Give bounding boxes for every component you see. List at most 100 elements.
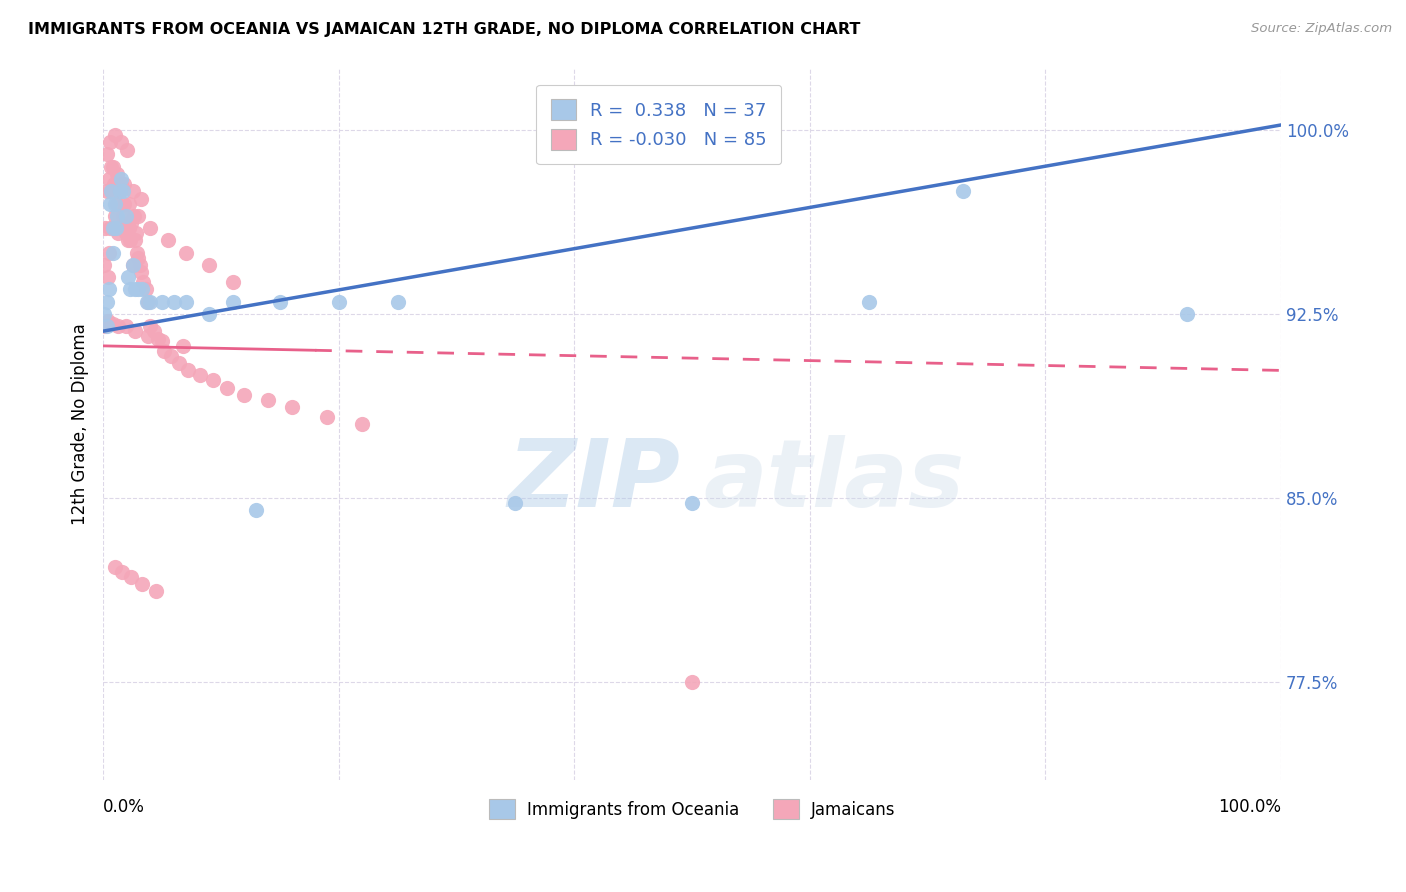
Point xyxy=(97,314,120,328)
Point xyxy=(94,221,117,235)
Point xyxy=(120,282,142,296)
Point xyxy=(98,172,121,186)
Point xyxy=(103,177,125,191)
Point xyxy=(110,177,132,191)
Point xyxy=(201,373,224,387)
Point xyxy=(681,675,703,690)
Point xyxy=(131,282,153,296)
Point xyxy=(198,258,221,272)
Text: 100.0%: 100.0% xyxy=(1218,798,1281,816)
Point xyxy=(124,282,146,296)
Point xyxy=(108,184,131,198)
Point xyxy=(104,209,127,223)
Point xyxy=(105,167,128,181)
Point xyxy=(127,251,149,265)
Point xyxy=(280,401,302,415)
Point xyxy=(112,184,135,198)
Point xyxy=(111,221,134,235)
Point xyxy=(98,221,121,235)
Point xyxy=(163,294,186,309)
Point xyxy=(328,294,350,309)
Point xyxy=(114,226,136,240)
Point xyxy=(114,319,136,334)
Point xyxy=(128,258,150,272)
Point xyxy=(93,307,115,321)
Point xyxy=(505,496,527,510)
Point xyxy=(188,368,211,383)
Point xyxy=(94,319,117,334)
Point xyxy=(104,196,127,211)
Point xyxy=(221,294,243,309)
Point xyxy=(108,184,131,198)
Point xyxy=(245,503,267,517)
Point xyxy=(172,339,194,353)
Point xyxy=(1175,307,1198,321)
Point xyxy=(111,565,134,579)
Point xyxy=(93,258,115,272)
Point xyxy=(121,258,143,272)
Point xyxy=(167,356,190,370)
Point xyxy=(96,294,118,309)
Point xyxy=(96,319,118,334)
Point xyxy=(127,282,149,296)
Point xyxy=(127,209,149,223)
Point xyxy=(153,343,176,358)
Point xyxy=(269,294,291,309)
Point xyxy=(352,417,374,432)
Point xyxy=(145,584,167,599)
Point xyxy=(100,184,122,198)
Point xyxy=(136,329,159,343)
Point xyxy=(110,172,132,186)
Point xyxy=(121,184,143,198)
Point xyxy=(952,184,974,198)
Point xyxy=(121,258,143,272)
Point xyxy=(139,294,162,309)
Point xyxy=(101,160,124,174)
Point xyxy=(129,265,152,279)
Point xyxy=(100,184,122,198)
Point xyxy=(198,307,221,321)
Point xyxy=(112,209,135,223)
Point xyxy=(681,496,703,510)
Point xyxy=(107,319,129,334)
Point xyxy=(316,410,339,425)
Point xyxy=(139,221,162,235)
Point xyxy=(124,233,146,247)
Point xyxy=(117,270,139,285)
Point xyxy=(117,233,139,247)
Point xyxy=(104,559,127,574)
Point xyxy=(139,319,162,334)
Point xyxy=(98,135,121,149)
Point xyxy=(104,128,127,142)
Point xyxy=(131,577,153,591)
Point xyxy=(135,282,157,296)
Point xyxy=(103,221,125,235)
Point xyxy=(115,143,138,157)
Point xyxy=(115,216,138,230)
Point xyxy=(132,275,155,289)
Point xyxy=(177,363,200,377)
Point xyxy=(101,221,124,235)
Point xyxy=(150,294,173,309)
Point xyxy=(160,349,183,363)
Point xyxy=(257,392,280,407)
Point xyxy=(105,221,128,235)
Point xyxy=(136,294,159,309)
Point xyxy=(124,324,146,338)
Point xyxy=(107,226,129,240)
Point xyxy=(98,282,121,296)
Point xyxy=(105,209,128,223)
Point xyxy=(142,324,165,338)
Point xyxy=(174,294,197,309)
Point xyxy=(118,196,141,211)
Point xyxy=(118,221,141,235)
Point xyxy=(114,209,136,223)
Point xyxy=(101,245,124,260)
Point xyxy=(120,216,142,230)
Point xyxy=(148,331,170,345)
Point xyxy=(98,245,121,260)
Point xyxy=(100,160,122,174)
Point xyxy=(150,334,173,348)
Point xyxy=(112,177,135,191)
Point xyxy=(233,388,256,402)
